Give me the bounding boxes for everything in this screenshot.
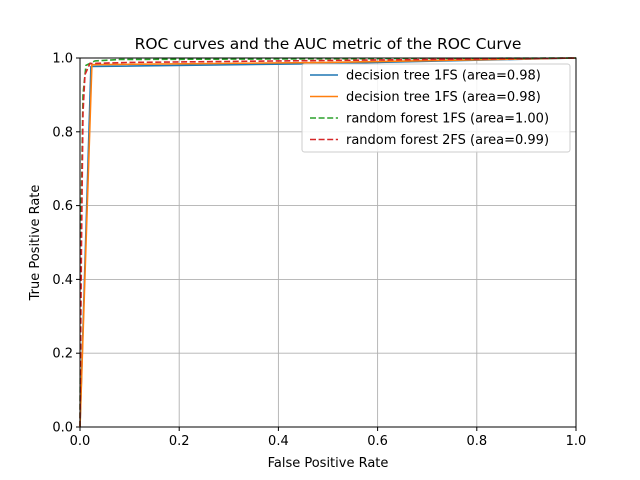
x-tick-label: 0.8 (466, 434, 487, 449)
x-axis-label: False Positive Rate (268, 456, 389, 471)
series-lines (79, 57, 577, 428)
legend-label-3: random forest 2FS (area=0.99) (346, 133, 549, 148)
legend-label-2: random forest 1FS (area=1.00) (346, 112, 549, 127)
x-tick-label: 0.4 (268, 434, 289, 449)
x-tick-label: 0.2 (169, 434, 190, 449)
y-tick-label: 0.0 (52, 421, 73, 436)
y-tick-label: 0.4 (52, 273, 73, 288)
y-tick-label: 0.2 (52, 347, 73, 362)
legend-label-0: decision tree 1FS (area=0.98) (346, 69, 541, 84)
legend-box (301, 63, 571, 153)
series-line-1 (79, 57, 577, 428)
y-tick-label: 0.6 (52, 199, 73, 214)
x-tick-label: 1.0 (566, 434, 587, 449)
series-line-3 (79, 57, 577, 428)
chart-title: ROC curves and the AUC metric of the ROC… (135, 35, 522, 53)
x-tick-label: 0.6 (367, 434, 388, 449)
legend: decision tree 1FS (area=0.98) decision tr… (301, 63, 571, 153)
legend-label-1: decision tree 1FS (area=0.98) (346, 90, 541, 105)
y-tick-label: 1.0 (52, 52, 73, 67)
y-axis-label: True Positive Rate (28, 185, 43, 302)
axis-ticks: 0.0 0.2 0.4 0.6 0.8 1.0 0.0 0.2 0.4 0.6 0.8 1.0 (52, 52, 586, 450)
y-tick-label: 0.8 (52, 125, 73, 140)
x-tick-label: 0.0 (70, 434, 91, 449)
plot-frame (79, 57, 577, 428)
